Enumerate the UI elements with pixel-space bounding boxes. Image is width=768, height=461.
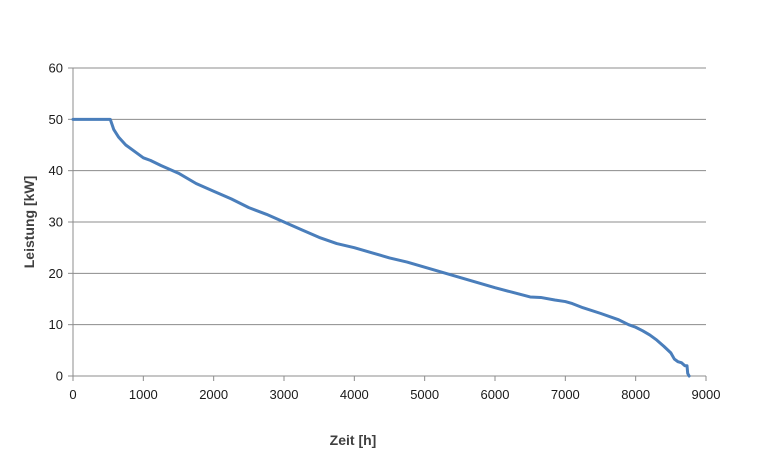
x-tick-label: 5000 bbox=[410, 387, 439, 402]
y-tick-label: 20 bbox=[49, 266, 63, 281]
y-tick-label: 60 bbox=[49, 61, 63, 76]
x-tick-label: 7000 bbox=[551, 387, 580, 402]
y-tick-label: 10 bbox=[49, 317, 63, 332]
x-tick-label: 9000 bbox=[692, 387, 721, 402]
series-line bbox=[71, 117, 691, 378]
y-tick-label: 30 bbox=[49, 215, 63, 230]
x-tick-label: 3000 bbox=[270, 387, 299, 402]
x-tick-label: 2000 bbox=[199, 387, 228, 402]
x-tick-label: 4000 bbox=[340, 387, 369, 402]
y-tick-label: 0 bbox=[56, 369, 63, 384]
x-axis-title: Zeit [h] bbox=[330, 432, 377, 448]
gridlines bbox=[73, 67, 706, 326]
y-axis-title: Leistung [kW] bbox=[21, 176, 37, 269]
y-tick-label: 40 bbox=[49, 163, 63, 178]
axes bbox=[68, 67, 707, 381]
tick-labels: 0 10 20 30 40 50 60 0 1000 2000 3000 4000 5000 6000 70… bbox=[49, 61, 721, 403]
x-tick-label: 8000 bbox=[621, 387, 650, 402]
x-tick-label: 0 bbox=[69, 387, 76, 402]
x-tick-label: 1000 bbox=[129, 387, 158, 402]
x-tick-label: 6000 bbox=[481, 387, 510, 402]
y-tick-label: 50 bbox=[49, 112, 63, 127]
series-layer bbox=[71, 117, 691, 378]
